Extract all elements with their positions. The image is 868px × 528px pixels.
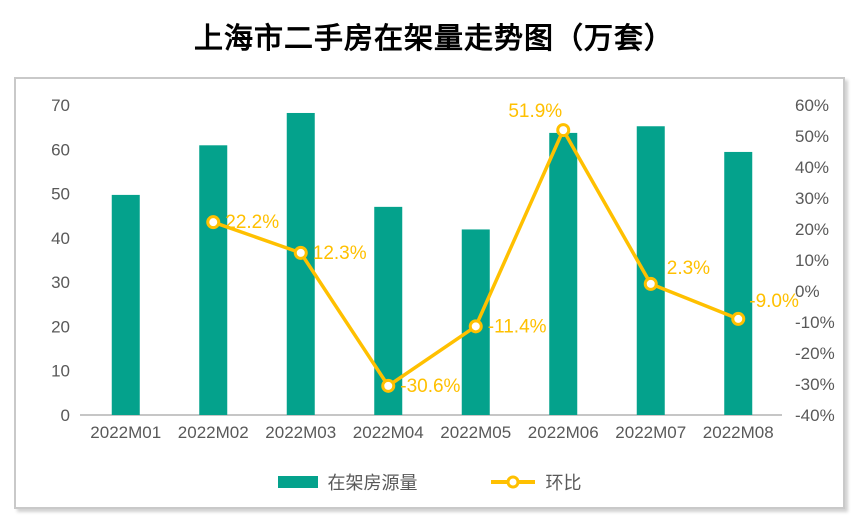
right-axis-tick: 10% xyxy=(795,251,829,270)
point-2022M03 xyxy=(293,245,308,260)
x-axis-label: 2022M01 xyxy=(90,423,161,442)
x-axis-label: 2022M05 xyxy=(440,423,511,442)
x-axis-label: 2022M04 xyxy=(353,423,424,442)
legend-label-mom: 环比 xyxy=(545,473,582,493)
left-axis-tick: 20 xyxy=(51,317,70,336)
chart-legend: 在架房源量 环比 xyxy=(16,469,843,495)
point-2022M06 xyxy=(556,123,571,138)
point-label: -11.4% xyxy=(488,316,547,337)
bar-2022M07 xyxy=(636,126,665,415)
right-axis-tick: 60% xyxy=(795,96,829,115)
x-axis-label: 2022M08 xyxy=(703,423,774,442)
point-2022M04 xyxy=(381,378,396,393)
bar-2022M02 xyxy=(199,145,228,416)
legend-item-listings: 在架房源量 xyxy=(277,469,418,495)
x-axis-label: 2022M02 xyxy=(178,423,249,442)
left-axis-tick: 60 xyxy=(51,140,70,159)
left-axis-tick: 10 xyxy=(51,362,70,381)
point-2022M07 xyxy=(643,276,658,291)
right-axis-tick: 40% xyxy=(795,158,829,177)
left-axis-tick: 50 xyxy=(51,185,70,204)
point-label: 51.9% xyxy=(508,101,562,122)
point-label: -9.0% xyxy=(749,291,799,312)
point-label: 22.2% xyxy=(225,212,279,233)
left-axis-tick: 70 xyxy=(51,96,70,115)
right-axis-tick: -10% xyxy=(795,313,835,332)
right-axis-tick: 50% xyxy=(795,127,829,146)
point-label: 2.3% xyxy=(667,258,710,279)
x-axis-label: 2022M03 xyxy=(265,423,336,442)
point-label: 12.3% xyxy=(313,243,367,264)
bar-2022M06 xyxy=(549,132,578,415)
bar-2022M03 xyxy=(286,112,315,415)
legend-item-mom: 环比 xyxy=(490,469,582,495)
left-axis-tick: 0 xyxy=(61,406,70,425)
right-axis-tick: -30% xyxy=(795,375,835,394)
left-axis-tick: 40 xyxy=(51,229,70,248)
point-2022M08 xyxy=(731,311,746,326)
bar-swatch-icon xyxy=(277,476,318,488)
point-2022M05 xyxy=(468,319,483,334)
bar-2022M08 xyxy=(724,151,753,415)
left-axis-tick: 30 xyxy=(51,273,70,292)
x-axis-label: 2022M07 xyxy=(615,423,686,442)
x-axis-label: 2022M06 xyxy=(528,423,599,442)
right-axis-tick: -40% xyxy=(795,406,835,425)
chart-card: 0 10 20 30 40 50 60 70 -40% -30% -20% -10% 0% 10% 20% 3… xyxy=(14,77,845,509)
bar-2022M01 xyxy=(111,194,140,415)
trend-chart: 0 10 20 30 40 50 60 70 -40% -30% -20% -10% 0% 10% 20% 3… xyxy=(51,96,835,442)
point-label: -30.6% xyxy=(400,376,460,397)
right-axis-tick: 30% xyxy=(795,189,829,208)
point-2022M02 xyxy=(206,215,221,230)
line-swatch-icon xyxy=(490,475,535,489)
right-axis-tick: -20% xyxy=(795,344,835,363)
legend-label-listings: 在架房源量 xyxy=(327,473,418,493)
chart-title: 上海市二手房在架量走势图（万套） xyxy=(193,23,674,55)
right-axis-tick: 20% xyxy=(795,220,829,239)
right-axis-tick: 0% xyxy=(795,282,820,301)
